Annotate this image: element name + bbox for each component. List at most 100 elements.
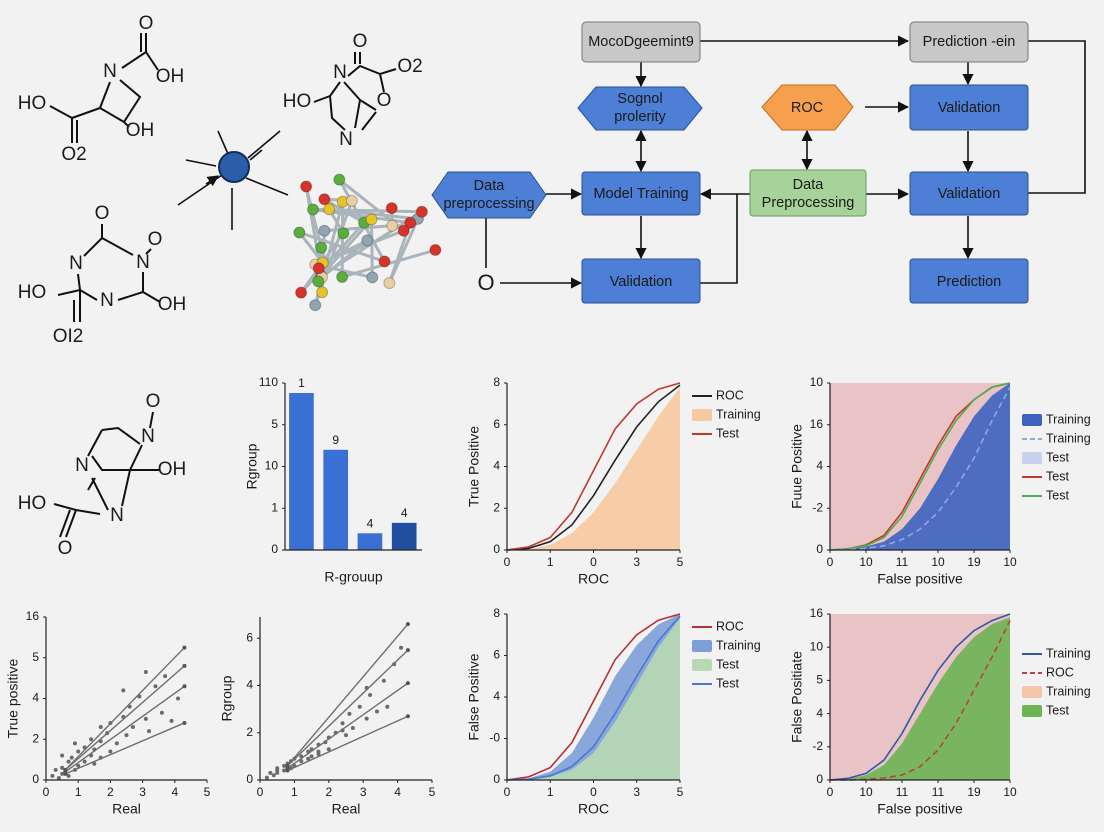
ball-and-stick-model (293, 173, 442, 312)
point (124, 733, 129, 738)
x-tick-label: 0 (827, 555, 834, 569)
atom-ball (366, 271, 379, 284)
x-tick-label: 3 (139, 785, 146, 799)
y-tick-label: 4 (493, 459, 500, 473)
atom: O (139, 13, 154, 34)
area (830, 383, 1010, 550)
x-tick-label: 3 (360, 785, 367, 799)
point (364, 716, 369, 721)
atom-ball (365, 213, 378, 226)
bar-label: 1 (298, 376, 305, 390)
bonds (49, 33, 159, 143)
fit-end (405, 714, 410, 719)
x-axis-label: False positive (877, 801, 963, 817)
x-tick-label: 10 (859, 785, 873, 799)
legend-label: ROC (716, 619, 744, 633)
atom: O (148, 229, 163, 250)
flowchart: MocoDgeemint9 Prediction -ein Sognol pro… (431, 21, 1086, 304)
bar (391, 522, 417, 550)
node-label: O (477, 270, 494, 295)
point (147, 729, 152, 734)
atom-ball (386, 219, 399, 232)
line (829, 613, 1011, 781)
atom-ball (312, 275, 325, 288)
point (69, 755, 74, 760)
legend-swatch (692, 640, 712, 652)
node-label: Model Training (593, 186, 688, 202)
point (347, 711, 352, 716)
point (271, 773, 276, 778)
legend-label: Training (716, 638, 761, 652)
line (506, 615, 681, 781)
x-axis-label: ROC (578, 801, 609, 817)
point (76, 763, 81, 768)
y-tick-label: 0 (816, 772, 823, 786)
legend-label: ROC (716, 388, 744, 402)
x-tick-label: 3 (633, 785, 640, 799)
atom: N (103, 61, 117, 82)
bar (357, 533, 383, 550)
point (176, 696, 181, 701)
legend-swatch (1022, 452, 1042, 464)
y-tick-label: 1 (271, 500, 278, 514)
node: ROC (761, 84, 854, 131)
node: Validation (581, 258, 701, 304)
node: Prediction (909, 258, 1029, 304)
area (507, 618, 680, 780)
atom-ball (318, 193, 331, 206)
y-axis-label: Rgroup (219, 675, 235, 721)
point (282, 768, 287, 773)
point (264, 775, 269, 780)
y-tick-label: 0 (493, 542, 500, 556)
y-tick-label: 0 (32, 772, 39, 786)
y-tick-label: 16 (810, 606, 824, 620)
x-tick-label: 0 (257, 785, 264, 799)
legend-label: Test (716, 657, 739, 671)
fit-end (182, 663, 187, 668)
legend-swatch (1022, 414, 1042, 426)
point (357, 704, 362, 709)
y-tick-label: 6 (246, 630, 253, 644)
point (56, 775, 61, 780)
connectors (485, 35, 1086, 289)
legend-label: Test (1046, 488, 1069, 502)
x-tick-label: 1 (547, 555, 554, 569)
y-tick-label: 0 (816, 542, 823, 556)
atom-ball (309, 299, 322, 312)
legend-label: Test (1046, 450, 1069, 464)
x-tick-label: 0 (827, 785, 834, 799)
point (344, 733, 348, 738)
fit-end (405, 648, 410, 653)
atom: O (146, 391, 161, 412)
fit-line (287, 682, 409, 769)
y-tick-label: 8 (493, 375, 500, 389)
y-tick-label: 16 (26, 609, 40, 623)
line (506, 382, 681, 551)
node: Data preprocessing (431, 171, 547, 219)
y-axis-label: False Positive (466, 653, 482, 740)
x-tick-label: 1 (291, 785, 298, 799)
x-tick-label: 1 (75, 785, 82, 799)
node: Data Preprocessing (749, 169, 867, 217)
node-label: Validation (610, 274, 673, 290)
legend-label: Training (1046, 412, 1091, 426)
node-label: Data (474, 178, 506, 194)
x-tick-label: 5 (429, 785, 436, 799)
atom-ball (336, 271, 349, 284)
atom: N (141, 426, 155, 447)
point (275, 768, 280, 773)
legend-label: Training (716, 407, 761, 421)
atom-ball (385, 202, 398, 215)
fit-line (287, 715, 409, 772)
legend-swatch (1022, 686, 1042, 698)
x-tick-label: 0 (43, 785, 50, 799)
fit-line (64, 685, 185, 773)
atom-ball (323, 203, 336, 216)
y-tick-label: 6 (493, 417, 500, 431)
x-tick-label: 2 (107, 785, 114, 799)
y-tick-label: -0 (489, 731, 500, 745)
point (282, 763, 287, 768)
node-label: prolerity (614, 109, 666, 125)
